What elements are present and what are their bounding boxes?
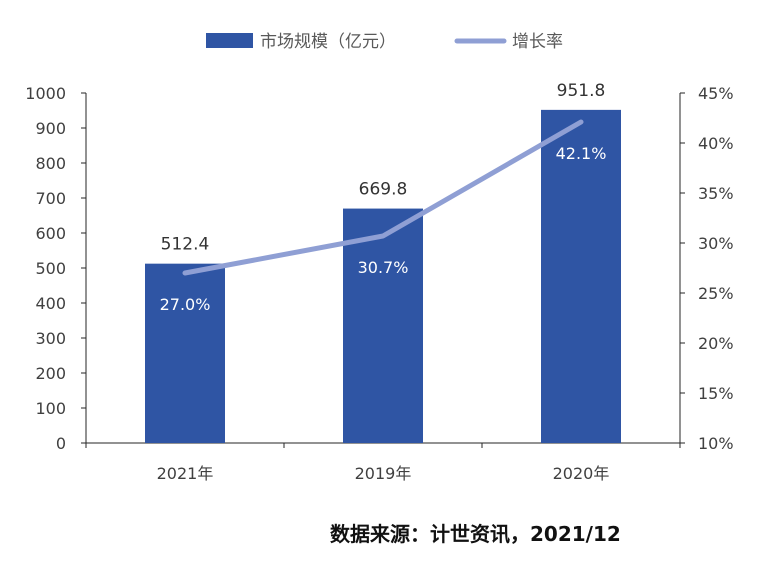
- x-tick-label: 2019年: [355, 464, 412, 483]
- legend: 市场规模（亿元） 增长率: [206, 32, 563, 52]
- legend-swatch-bar: [206, 33, 253, 48]
- y-left-tick-label: 800: [35, 154, 66, 173]
- y-right-tick-label: 20%: [698, 334, 734, 353]
- growth-value-label: 30.7%: [358, 258, 409, 277]
- x-tick-label: 2021年: [157, 464, 214, 483]
- x-tick-label: 2020年: [553, 464, 610, 483]
- y-right-tick-label: 30%: [698, 234, 734, 253]
- bar-value-label: 512.4: [161, 235, 210, 255]
- y-left-tick-label: 500: [35, 259, 66, 278]
- y-left-tick-label: 300: [35, 329, 66, 348]
- legend-label-line: 增长率: [512, 32, 563, 52]
- y-right-tick-label: 25%: [698, 284, 734, 303]
- y-right-tick-label: 45%: [698, 84, 734, 103]
- source-note: 数据来源：计世资讯，2021/12: [330, 522, 621, 546]
- y-left-tick-label: 700: [35, 189, 66, 208]
- axes: 0 100 200 300 400 500 600 700 800 900 1000 10% 15% 20…: [25, 84, 733, 483]
- y-right-tick-label: 35%: [698, 184, 734, 203]
- y-left-tick-label: 200: [35, 364, 66, 383]
- growth-value-label: 42.1%: [556, 144, 607, 163]
- bar-value-label: 951.8: [557, 81, 606, 101]
- y-left-tick-label: 400: [35, 294, 66, 313]
- y-left-tick-label: 900: [35, 119, 66, 138]
- y-right-tick-label: 40%: [698, 134, 734, 153]
- line-series: [182, 119, 584, 276]
- bar: [145, 263, 225, 443]
- y-left-tick-label: 0: [56, 434, 66, 453]
- y-left-tick-label: 600: [35, 224, 66, 243]
- y-right-tick-label: 15%: [698, 384, 734, 403]
- legend-label-bar: 市场规模（亿元）: [260, 32, 396, 52]
- y-left-tick-label: 1000: [25, 84, 66, 103]
- bar: [541, 109, 621, 444]
- bar-value-label: 669.8: [359, 180, 408, 200]
- y-left-tick-label: 100: [35, 399, 66, 418]
- growth-value-label: 27.0%: [160, 295, 211, 314]
- bar-series: [145, 109, 621, 444]
- data-labels: 512.4 669.8 951.8 27.0% 30.7% 42.1%: [160, 81, 607, 314]
- y-right-tick-label: 10%: [698, 434, 734, 453]
- bar: [343, 208, 423, 443]
